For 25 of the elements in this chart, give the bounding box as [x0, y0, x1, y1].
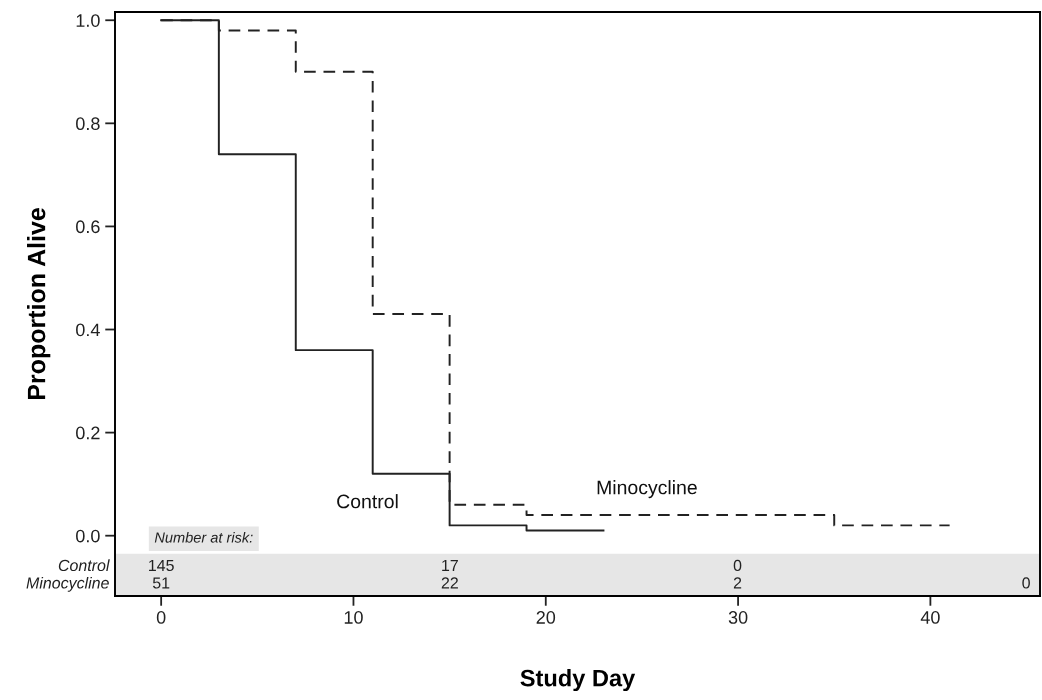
annotation: Number at risk: [154, 531, 253, 543]
y-tick-label: 0.2 [76, 426, 100, 440]
x-tick-label: 0 [156, 611, 166, 624]
y-tick-label: 0.8 [76, 117, 100, 131]
series-label: Minocycline [597, 480, 697, 499]
y-tick-label: 0.0 [76, 529, 100, 543]
annotation: 17 [442, 559, 458, 571]
annotation: 22 [441, 577, 458, 589]
text: Control [58, 559, 110, 572]
annotation: 145 [149, 559, 174, 572]
x-tick-label: 20 [536, 611, 556, 624]
y-tick-label: 0.4 [76, 323, 100, 337]
x-axis-title: Study Day [520, 669, 636, 692]
x-tick-label: 40 [920, 611, 940, 624]
annotation: 0 [733, 559, 742, 572]
x-tick-label: 30 [728, 611, 748, 624]
annotation: 2 [733, 577, 742, 589]
annotation: 51 [152, 577, 170, 589]
y-tick-label: 1.0 [76, 14, 100, 27]
y-axis-title: Proportion Alive [27, 208, 51, 400]
x-tick-label: 10 [344, 611, 363, 624]
annotation: 0 [1022, 577, 1030, 589]
text: Minocycline [26, 576, 109, 592]
series-label: Control [337, 494, 398, 509]
y-tick-label: 0.6 [76, 220, 100, 234]
